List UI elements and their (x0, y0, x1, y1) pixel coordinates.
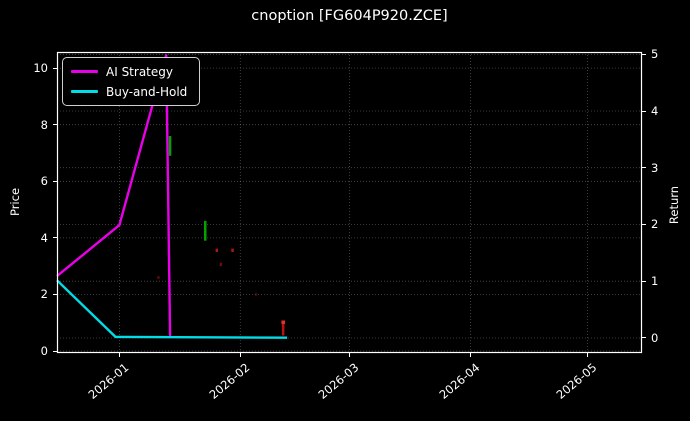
ohlc-candle-cap (281, 320, 285, 324)
price-tick-label: 10 (33, 61, 48, 76)
return-tick (642, 53, 646, 55)
price-tick (53, 237, 57, 239)
legend-line-swatch (71, 90, 98, 93)
price-tick (53, 124, 57, 126)
month-tick (469, 353, 471, 357)
month-tick (239, 353, 241, 357)
plot-spines (56, 51, 643, 354)
ohlc-candle (281, 320, 285, 336)
legend-label: AI Strategy (106, 64, 173, 79)
legend-line-swatch (71, 70, 98, 73)
ohlc-candle (168, 136, 172, 156)
legend-label: Buy-and-Hold (106, 84, 188, 99)
series-line (56, 279, 288, 339)
plot-svg (56, 51, 643, 354)
return-tick-label: 3 (651, 160, 659, 175)
return-tick-label: 0 (651, 330, 659, 345)
price-tick (53, 293, 57, 295)
price-tick (53, 350, 57, 352)
return-tick-label: 2 (651, 217, 659, 232)
price-tick (53, 180, 57, 182)
month-tick (586, 353, 588, 357)
return-tick (642, 337, 646, 339)
chart-title: cnoption [FG604P920.ZCE] (251, 8, 448, 24)
price-tick-label: 2 (40, 287, 48, 302)
return-tick-label: 1 (651, 274, 659, 289)
month-tick-label: 2026-05 (553, 360, 600, 402)
return-tick (642, 167, 646, 169)
return-tick-label: 4 (651, 104, 659, 118)
legend-entry: Buy-and-Hold (71, 82, 187, 101)
y-axis-label-return: Return (667, 185, 681, 225)
ohlc-candle (231, 248, 234, 252)
month-tick-label: 2026-04 (436, 360, 483, 402)
price-tick-label: 0 (40, 344, 48, 359)
y-axis-label-price: Price (8, 187, 22, 217)
ohlc-candle (157, 276, 160, 279)
series-line (56, 54, 172, 337)
ohlc-candle (204, 220, 207, 241)
price-tick (53, 67, 57, 69)
month-tick (118, 353, 120, 357)
month-tick-label: 2026-03 (316, 360, 362, 402)
legend-entry: AI Strategy (71, 62, 187, 81)
price-tick-label: 4 (40, 230, 48, 245)
plot-area (56, 51, 643, 354)
return-tick (642, 280, 646, 282)
ohlc-candle (215, 248, 219, 252)
month-tick-label: 2026-02 (206, 360, 253, 402)
ohlc-candle (219, 262, 223, 267)
month-tick-label: 2026-01 (85, 360, 132, 402)
legend: AI Strategy Buy-and-Hold (62, 57, 201, 106)
month-tick (349, 353, 350, 357)
return-tick (642, 110, 646, 112)
price-tick-label: 6 (40, 174, 48, 189)
ohlc-candle (254, 293, 258, 296)
return-tick-label: 5 (651, 47, 659, 62)
return-tick (642, 223, 646, 225)
price-tick-label: 8 (40, 117, 48, 132)
